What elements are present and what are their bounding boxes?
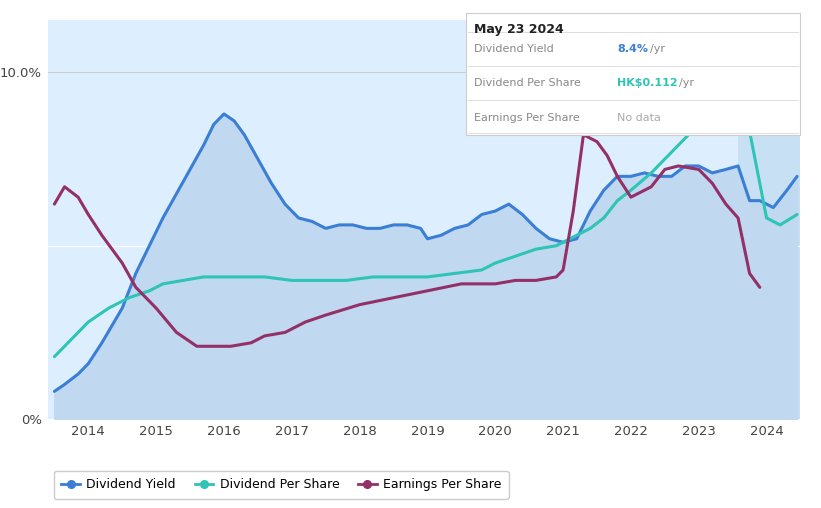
Text: HK$0.112: HK$0.112 <box>617 78 678 88</box>
Text: /yr: /yr <box>679 78 694 88</box>
Text: May 23 2024: May 23 2024 <box>474 23 563 36</box>
Text: Earnings Per Share: Earnings Per Share <box>474 112 580 122</box>
Bar <box>738 20 800 419</box>
Text: /yr: /yr <box>650 44 665 54</box>
Text: 8.4%: 8.4% <box>617 44 649 54</box>
Text: Dividend Per Share: Dividend Per Share <box>474 78 580 88</box>
Legend: Dividend Yield, Dividend Per Share, Earnings Per Share: Dividend Yield, Dividend Per Share, Earn… <box>54 470 509 498</box>
Text: No data: No data <box>617 112 661 122</box>
Text: Dividend Yield: Dividend Yield <box>474 44 553 54</box>
Text: Past: Past <box>744 48 769 61</box>
